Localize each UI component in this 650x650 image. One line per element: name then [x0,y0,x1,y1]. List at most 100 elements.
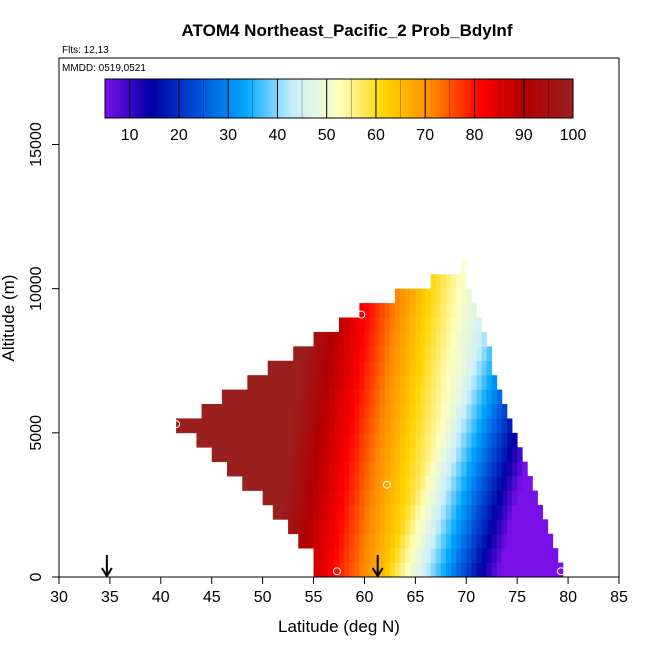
heatmap-cell [262,418,269,434]
heatmap-cell [379,389,386,405]
colorbar-swatch [304,79,308,118]
heatmap-cell [354,447,360,463]
colorbar-tick-label: 20 [170,127,188,144]
heatmap-cell [374,404,381,419]
heatmap-cell [252,418,258,434]
heatmap-cell [507,548,513,563]
heatmap-cell [481,562,487,578]
heatmap-cell [288,447,294,463]
heatmap-cell [288,519,294,535]
heatmap-cell [308,418,314,434]
heatmap-cell [420,346,426,362]
heatmap-cell [405,303,411,318]
heatmap-cell [425,404,431,419]
heatmap-cell [456,504,462,520]
colorbar-swatch [390,79,394,118]
heatmap-cell [191,418,197,434]
heatmap-cell [369,375,375,390]
heatmap-cell [512,533,518,549]
heatmap-cell [400,432,406,448]
heatmap-cell [364,303,370,318]
heatmap-cell [374,447,381,463]
heatmap-cell [440,317,447,333]
heatmap-cell [323,533,330,549]
colorbar-swatch [309,79,313,118]
colorbar-swatch [412,79,416,118]
heatmap-cell [318,548,325,563]
heatmap-cell [395,418,401,434]
heatmap-cell [445,504,452,520]
heatmap-cell [451,548,457,563]
heatmap-cell [451,461,457,477]
heatmap-cell [293,432,299,448]
heatmap-cell [476,346,482,362]
heatmap-cell [461,447,467,463]
heatmap-cell [298,432,304,448]
heatmap-cell [512,504,518,520]
heatmap-cell [227,461,233,477]
heatmap-cell [262,432,269,448]
colorbar-swatch [329,79,333,118]
heatmap-cell [369,317,375,333]
heatmap-cell [501,490,508,506]
heatmap-cell [445,519,452,535]
heatmap-cell [389,389,396,405]
colorbar-swatch [570,79,574,118]
heatmap-cell [313,519,319,535]
heatmap-cell [313,375,319,390]
heatmap-cell [349,404,355,419]
heatmap-cell [532,533,538,549]
heatmap-cell [451,504,457,520]
colorbar-swatch [279,79,283,118]
heatmap-cell [537,562,543,578]
heatmap-cell [476,389,482,405]
heatmap-cell [486,562,493,578]
colorbar-swatch [260,79,264,118]
heatmap-cell [242,418,248,434]
heatmap-cell [471,533,477,549]
heatmap-cell [440,490,447,506]
heatmap-cell [496,519,503,535]
colorbar-swatch [563,79,567,118]
heatmap-cell [313,331,319,347]
heatmap-cell [451,360,457,376]
heatmap-cell [374,389,381,405]
heatmap-cell [303,519,309,535]
colorbar-swatch [449,79,453,118]
heatmap-cell [344,519,350,535]
colorbar-swatch [398,79,401,118]
heatmap-cell [257,389,263,405]
sample-markers [172,264,565,576]
heatmap-cell [349,375,355,390]
heatmap-cell [501,504,508,520]
heatmap-cell [425,461,431,477]
heatmap-cell [318,404,325,419]
heatmap-cell [456,548,462,563]
heatmap-cell [374,303,381,318]
heatmap-cell [272,404,279,419]
heatmap-cell [410,432,416,448]
colorbar-swatch [511,79,515,118]
heatmap-cell [471,490,477,506]
heatmap-cell [466,418,472,434]
heatmap-cell [232,461,238,477]
heatmap-cell [466,288,472,304]
heatmap-cell [527,476,533,491]
heatmap-cell [201,404,207,419]
colorbar-swatch [238,79,241,118]
chart-title: ATOM4 Northeast_Pacific_2 Prob_BdyInf [182,21,513,40]
heatmap-cell [308,404,314,419]
heatmap-cell [491,461,498,477]
colorbar-swatch [432,79,436,118]
heatmap-cell [369,490,375,506]
heatmap-cell [333,504,340,520]
heatmap-cell [445,317,452,333]
colorbar-swatch [198,79,202,118]
heatmap-cell [430,404,437,419]
heatmap-cell [456,375,462,390]
heatmap-cell [283,375,289,390]
heatmap-cell [451,490,457,506]
colorbar-swatch [132,79,135,118]
heatmap-cell [451,519,457,535]
heatmap-cell [298,418,304,434]
